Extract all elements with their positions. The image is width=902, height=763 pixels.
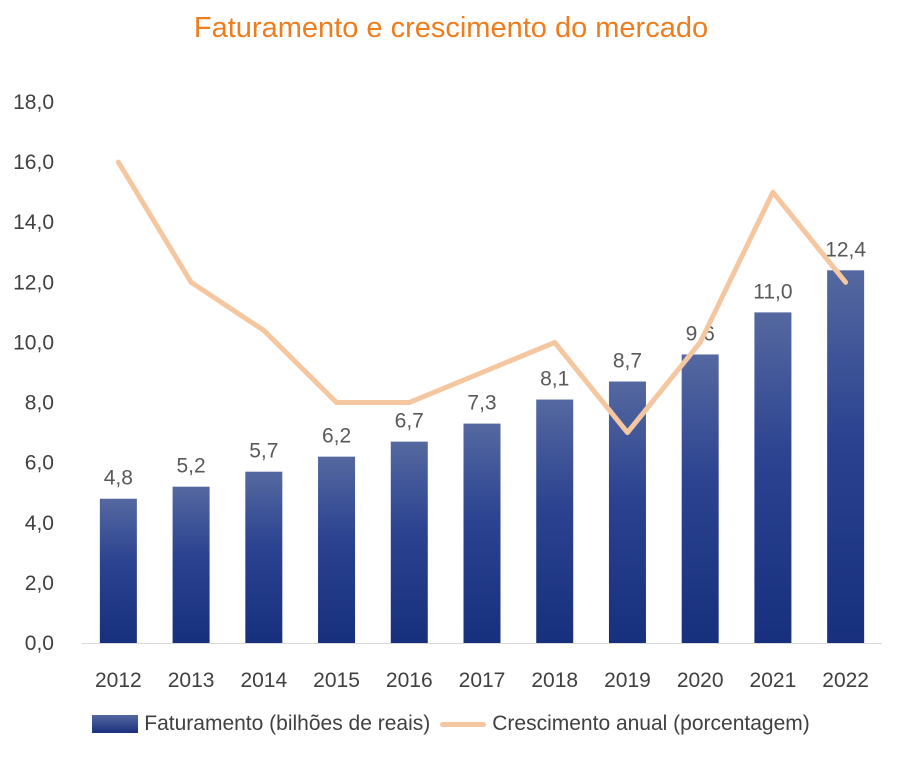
x-axis-ticks: 2012 2013 2014 2015 2016 2017 2018 2019 2020 2021… xyxy=(95,669,869,692)
y-tick-label: 14,0 xyxy=(13,211,54,234)
bar-data-label: 11,0 xyxy=(753,280,792,303)
bar-2021 xyxy=(754,312,792,643)
x-tick-label: 2015 xyxy=(313,669,360,692)
y-tick-label: 6,0 xyxy=(25,452,54,475)
y-tick-label: 12,0 xyxy=(13,271,54,294)
bar-data-label: 5,2 xyxy=(176,455,205,478)
y-tick-label: 0,0 xyxy=(25,632,54,655)
bar-2022 xyxy=(827,270,865,643)
bar-2020 xyxy=(681,354,719,643)
bar-data-label: 6,2 xyxy=(322,425,351,448)
bar-data-labels: 4,85,25,76,26,77,38,18,79,611,012,4 xyxy=(104,238,867,489)
legend: Faturamento (bilhões de reais) Crescimen… xyxy=(0,712,902,736)
legend-item-crescimento: Crescimento anual (porcentagem) xyxy=(440,712,810,736)
x-tick-label: 2021 xyxy=(750,669,797,692)
x-tick-label: 2013 xyxy=(168,669,215,692)
growth-line-layer xyxy=(115,159,849,436)
bar-2019 xyxy=(608,381,646,643)
y-tick-label: 16,0 xyxy=(13,151,54,174)
x-tick-label: 2022 xyxy=(822,669,869,692)
x-tick-label: 2017 xyxy=(459,669,506,692)
x-tick-label: 2016 xyxy=(386,669,433,692)
legend-label-faturamento: Faturamento (bilhões de reais) xyxy=(144,712,431,735)
y-tick-label: 18,0 xyxy=(13,91,54,114)
bar-data-label: 8,1 xyxy=(540,368,569,391)
y-axis-ticks: 0,0 2,0 4,0 6,0 8,0 10,0 12,0 14,0 16,0 18,0 xyxy=(13,91,54,655)
y-tick-label: 4,0 xyxy=(25,512,54,535)
bar-data-label: 4,8 xyxy=(104,467,133,490)
y-tick-label: 10,0 xyxy=(13,331,54,354)
x-tick-label: 2014 xyxy=(240,669,287,692)
y-tick-label: 8,0 xyxy=(25,392,54,415)
bar-data-label: 6,7 xyxy=(395,410,424,433)
bars xyxy=(99,270,865,643)
y-tick-label: 2,0 xyxy=(25,572,54,595)
x-tick-label: 2018 xyxy=(531,669,578,692)
bar-data-label: 12,4 xyxy=(825,238,866,261)
legend-bar-swatch xyxy=(92,715,139,733)
legend-item-faturamento: Faturamento (bilhões de reais) xyxy=(92,712,430,736)
bar-data-label: 7,3 xyxy=(467,392,496,415)
chart-plot: 0,0 2,0 4,0 6,0 8,0 10,0 12,0 14,0 16,0 18,0 4,8 5… xyxy=(13,91,882,692)
bar-data-label: 5,7 xyxy=(249,440,278,463)
legend-label-crescimento: Crescimento anual (porcentagem) xyxy=(492,712,810,735)
x-tick-label: 2012 xyxy=(95,669,142,692)
x-tick-label: 2019 xyxy=(604,669,651,692)
bar-2016 xyxy=(390,441,428,643)
legend-line-swatch xyxy=(440,721,487,727)
chart-title: Faturamento e crescimento do mercado xyxy=(193,12,709,44)
bar-2013 xyxy=(172,486,210,643)
bar-data-label: 8,7 xyxy=(613,350,642,373)
x-tick-label: 2020 xyxy=(677,669,724,692)
bar-2014 xyxy=(245,471,283,643)
bar-2018 xyxy=(536,399,574,643)
bar-2015 xyxy=(318,456,356,643)
bar-2017 xyxy=(463,423,501,643)
bar-2012 xyxy=(99,498,137,643)
